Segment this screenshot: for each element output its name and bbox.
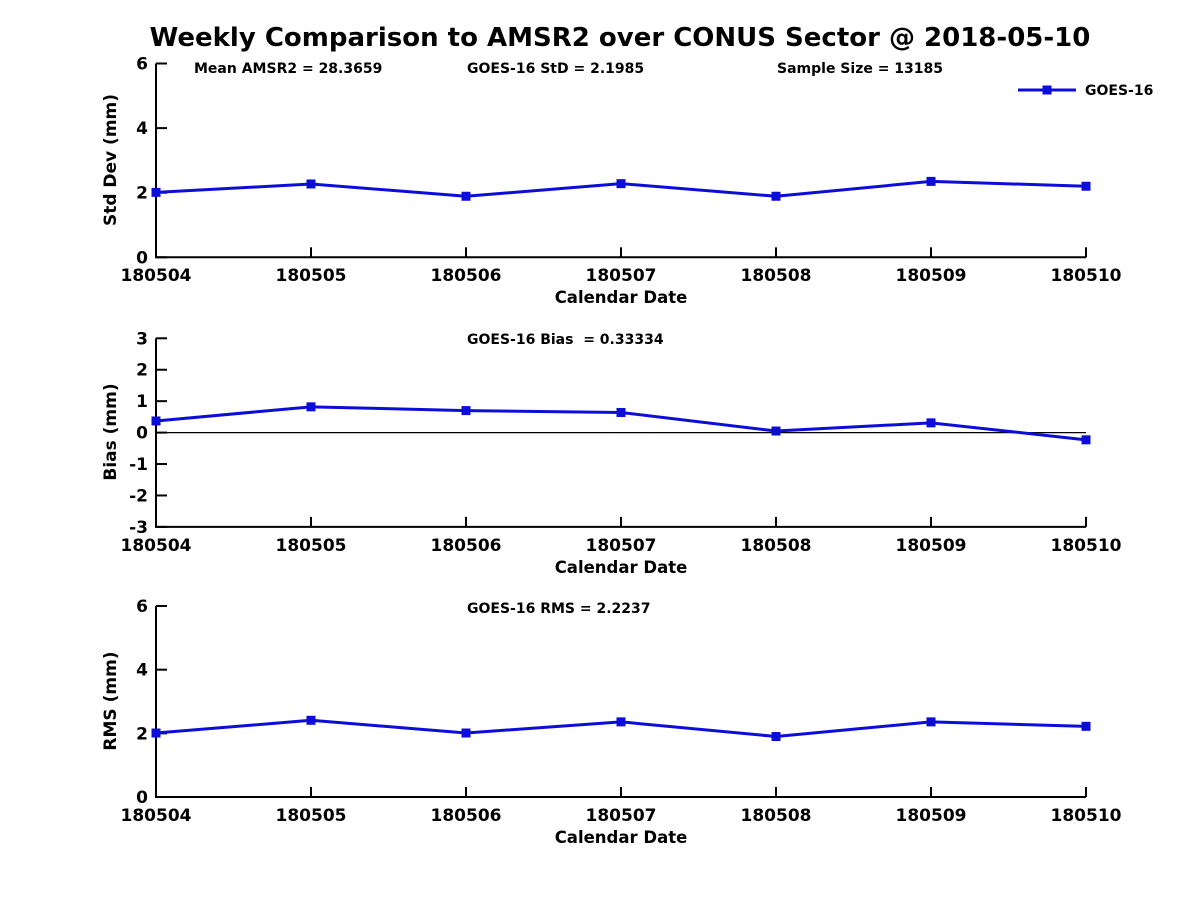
x-tick-label: 180509: [896, 266, 967, 286]
data-point-marker: [616, 407, 626, 417]
x-tick-label: 180505: [276, 806, 347, 826]
x-tick-label: 180508: [741, 806, 812, 826]
data-point-marker: [926, 717, 936, 727]
legend: GOES-16: [1018, 83, 1153, 99]
x-tick-label: 180504: [121, 266, 192, 286]
data-point-marker: [151, 728, 161, 738]
data-point-marker: [151, 416, 161, 426]
x-tick-label: 180508: [741, 536, 812, 556]
y-tick-label: -3: [129, 518, 148, 538]
x-tick-label: 180508: [741, 266, 812, 286]
subplot-rms: GOES-16 RMS = 2.2237 RMS (mm) Calendar D…: [101, 597, 1122, 847]
x-axis-label: Calendar Date: [555, 828, 688, 847]
legend-label: GOES-16: [1085, 83, 1153, 99]
x-tick-label: 180506: [431, 266, 502, 286]
y-axis-label: Bias (mm): [101, 383, 121, 480]
y-tick-label: 2: [136, 184, 148, 204]
data-point-marker: [306, 402, 316, 412]
data-point-marker: [771, 191, 781, 201]
x-tick-label: 180505: [276, 266, 347, 286]
x-tick-label: 180507: [586, 536, 657, 556]
data-point-marker: [1081, 435, 1091, 445]
data-point-marker: [926, 418, 936, 428]
data-point-marker: [616, 179, 626, 189]
y-tick-label: 1: [136, 392, 148, 412]
x-tick-label: 180506: [431, 536, 502, 556]
x-tick-label: 180510: [1051, 266, 1122, 286]
data-point-marker: [926, 176, 936, 186]
y-tick-label: 0: [136, 788, 148, 808]
y-tick-label: 2: [136, 724, 148, 744]
subplot-annotation: GOES-16 Bias = 0.33334: [467, 332, 664, 348]
data-point-marker: [1081, 721, 1091, 731]
x-tick-label: 180504: [121, 536, 192, 556]
annotation-goes16-std: GOES-16 StD = 2.1985: [467, 61, 644, 77]
y-tick-label: -1: [129, 455, 148, 475]
y-tick-label: -2: [129, 486, 148, 506]
subplot-bias: GOES-16 Bias = 0.33334 Bias (mm) Calenda…: [101, 329, 1122, 577]
x-axis-label: Calendar Date: [555, 558, 688, 577]
subplot-annotation: GOES-16 RMS = 2.2237: [467, 601, 651, 617]
y-tick-label: 4: [136, 119, 148, 139]
y-tick-label: 0: [136, 248, 148, 268]
y-axis-label: RMS (mm): [101, 651, 121, 750]
legend-marker: [1042, 85, 1052, 95]
x-tick-label: 180510: [1051, 806, 1122, 826]
x-tick-label: 180507: [586, 266, 657, 286]
y-tick-label: 4: [136, 661, 148, 681]
x-tick-label: 180510: [1051, 536, 1122, 556]
x-tick-label: 180505: [276, 536, 347, 556]
y-axis-label: Std Dev (mm): [101, 94, 121, 226]
annotation-mean-amsr2: Mean AMSR2 = 28.3659: [194, 61, 382, 77]
data-point-marker: [306, 715, 316, 725]
x-tick-label: 180507: [586, 806, 657, 826]
subplot-stddev: Std Dev (mm) Calendar Date 0 2 4 6 180504 180…: [101, 55, 1122, 308]
data-point-marker: [616, 717, 626, 727]
x-tick-label: 180506: [431, 806, 502, 826]
data-point-marker: [771, 732, 781, 742]
data-point-marker: [461, 406, 471, 416]
x-tick-label: 180509: [896, 806, 967, 826]
y-tick-label: 6: [136, 597, 148, 617]
annotation-sample-size: Sample Size = 13185: [777, 61, 943, 77]
data-point-marker: [771, 426, 781, 436]
data-point-marker: [306, 179, 316, 189]
data-point-marker: [461, 728, 471, 738]
chart-title: Weekly Comparison to AMSR2 over CONUS Se…: [150, 23, 1091, 53]
x-tick-label: 180504: [121, 806, 192, 826]
data-point-marker: [461, 191, 471, 201]
data-point-marker: [1081, 181, 1091, 191]
y-tick-label: 3: [136, 329, 148, 349]
data-point-marker: [151, 187, 161, 197]
y-tick-label: 0: [136, 424, 148, 444]
x-tick-label: 180509: [896, 536, 967, 556]
x-axis-label: Calendar Date: [555, 288, 688, 307]
y-tick-label: 6: [136, 55, 148, 75]
y-tick-label: 2: [136, 361, 148, 381]
